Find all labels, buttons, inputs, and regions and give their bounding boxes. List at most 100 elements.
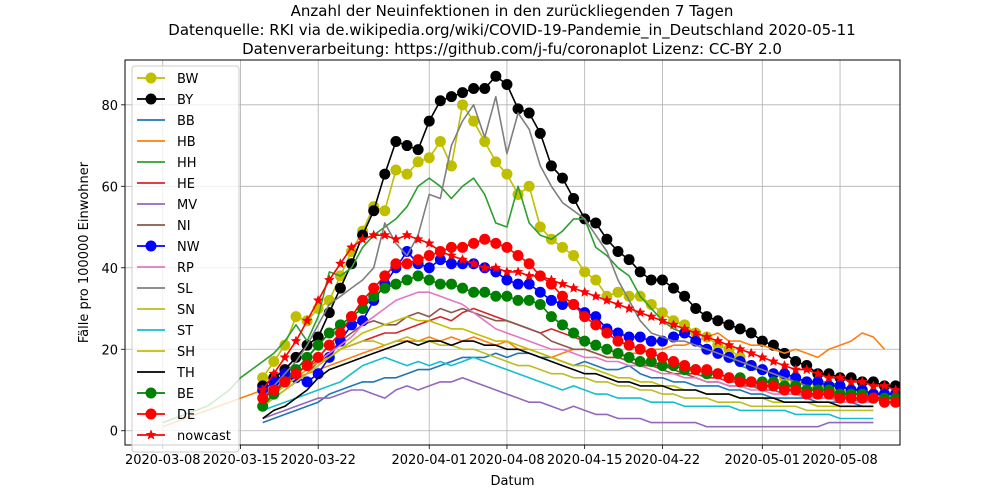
data-point-by — [457, 87, 469, 99]
data-point-nowcast — [734, 343, 746, 354]
data-point-de — [756, 380, 768, 392]
series-line-th — [262, 340, 874, 420]
data-point-de — [512, 250, 524, 262]
series-line-mv — [262, 376, 874, 428]
legend-marker — [145, 240, 157, 252]
data-point-bw — [534, 221, 546, 233]
data-point-de — [523, 258, 535, 270]
data-point-de — [679, 360, 691, 372]
data-point-by — [634, 266, 646, 278]
data-point-nowcast — [668, 319, 679, 330]
data-point-by — [334, 282, 346, 294]
data-point-by — [534, 127, 546, 139]
data-point-by — [734, 323, 746, 335]
legend-label: BW — [177, 72, 198, 87]
data-point-nowcast — [323, 274, 335, 285]
legend-item-by: BY — [137, 93, 193, 108]
data-point-nowcast — [590, 290, 602, 301]
data-point-bw — [568, 250, 580, 262]
data-point-de — [667, 355, 679, 367]
data-point-bw — [579, 266, 591, 278]
data-point-be — [634, 355, 646, 367]
data-point-nw — [645, 335, 657, 347]
x-tick-label: 2020-03-15 — [203, 453, 279, 468]
series-line-st — [262, 356, 874, 420]
legend-item-th: TH — [137, 366, 195, 381]
legend-item-rp: RP — [137, 261, 194, 276]
legend-label: NW — [177, 240, 200, 255]
data-point-nowcast — [446, 249, 457, 261]
data-point-be — [479, 286, 491, 298]
data-point-bw — [379, 205, 391, 217]
data-point-be — [579, 335, 591, 347]
data-point-nowcast — [601, 294, 613, 305]
data-point-nowcast — [412, 233, 424, 244]
data-point-de — [590, 319, 602, 331]
legend-item-ni: NI — [137, 219, 191, 234]
legend-item-bw: BW — [137, 72, 198, 87]
data-point-be — [545, 311, 557, 323]
data-point-de — [334, 327, 346, 339]
data-point-nowcast — [879, 380, 890, 391]
data-point-nw — [523, 278, 535, 290]
data-point-by — [323, 307, 335, 319]
data-point-de — [568, 298, 580, 310]
series-line-sl — [262, 95, 874, 403]
legend-item-hh: HH — [137, 156, 197, 171]
legend-item-mv: MV — [137, 198, 197, 213]
data-point-de — [823, 388, 835, 400]
data-point-by — [523, 107, 535, 119]
data-point-be — [568, 327, 580, 339]
data-point-nowcast — [890, 384, 900, 395]
data-point-by — [479, 83, 491, 95]
series-th — [262, 340, 874, 420]
data-point-nowcast — [268, 368, 280, 379]
data-point-by — [545, 160, 557, 172]
data-point-nowcast — [501, 266, 513, 277]
data-point-nowcast — [545, 274, 557, 285]
legend-label: SN — [177, 303, 195, 318]
data-point-de — [890, 396, 900, 408]
data-point-be — [902, 393, 912, 403]
data-point-de — [412, 254, 424, 266]
data-point-bw — [501, 168, 513, 180]
data-point-by — [423, 115, 435, 127]
data-point-nowcast — [390, 233, 402, 244]
data-point-nowcast — [801, 363, 813, 375]
data-point-nowcast — [434, 245, 446, 257]
data-point-by — [556, 172, 568, 184]
data-point-de — [812, 388, 824, 400]
data-point-nowcast — [712, 335, 724, 346]
x-tick-label: 2020-04-08 — [469, 453, 545, 468]
data-point-be — [445, 278, 457, 290]
data-point-nowcast — [634, 306, 646, 318]
data-point-by — [756, 335, 768, 347]
data-point-be — [913, 397, 923, 407]
data-point-de — [623, 339, 635, 351]
legend-label: DE — [177, 408, 195, 423]
data-point-bw — [401, 168, 413, 180]
data-point-nowcast — [368, 229, 380, 240]
data-point-de — [257, 392, 269, 404]
data-point-nowcast — [790, 363, 802, 375]
legend-marker — [145, 429, 157, 440]
legend-item-sh: SH — [137, 345, 195, 360]
data-point-nowcast — [701, 331, 713, 342]
series-de — [257, 233, 900, 408]
data-point-be — [412, 270, 424, 282]
data-point-by — [690, 303, 702, 315]
data-point-de — [357, 294, 369, 306]
data-point-nowcast — [645, 311, 657, 322]
legend-label: BY — [177, 93, 193, 108]
legend-item-st: ST — [137, 324, 193, 339]
x-tick-label: 2020-03-22 — [280, 453, 356, 468]
data-point-nw — [501, 274, 513, 286]
y-tick-label: 0 — [110, 425, 118, 440]
data-point-be — [323, 327, 335, 339]
data-point-de — [734, 376, 746, 388]
data-point-by — [434, 95, 446, 107]
data-point-by — [601, 233, 613, 245]
data-point-by — [379, 168, 391, 180]
y-tick-label: 60 — [101, 180, 118, 195]
legend-item-bb: BB — [137, 114, 195, 129]
